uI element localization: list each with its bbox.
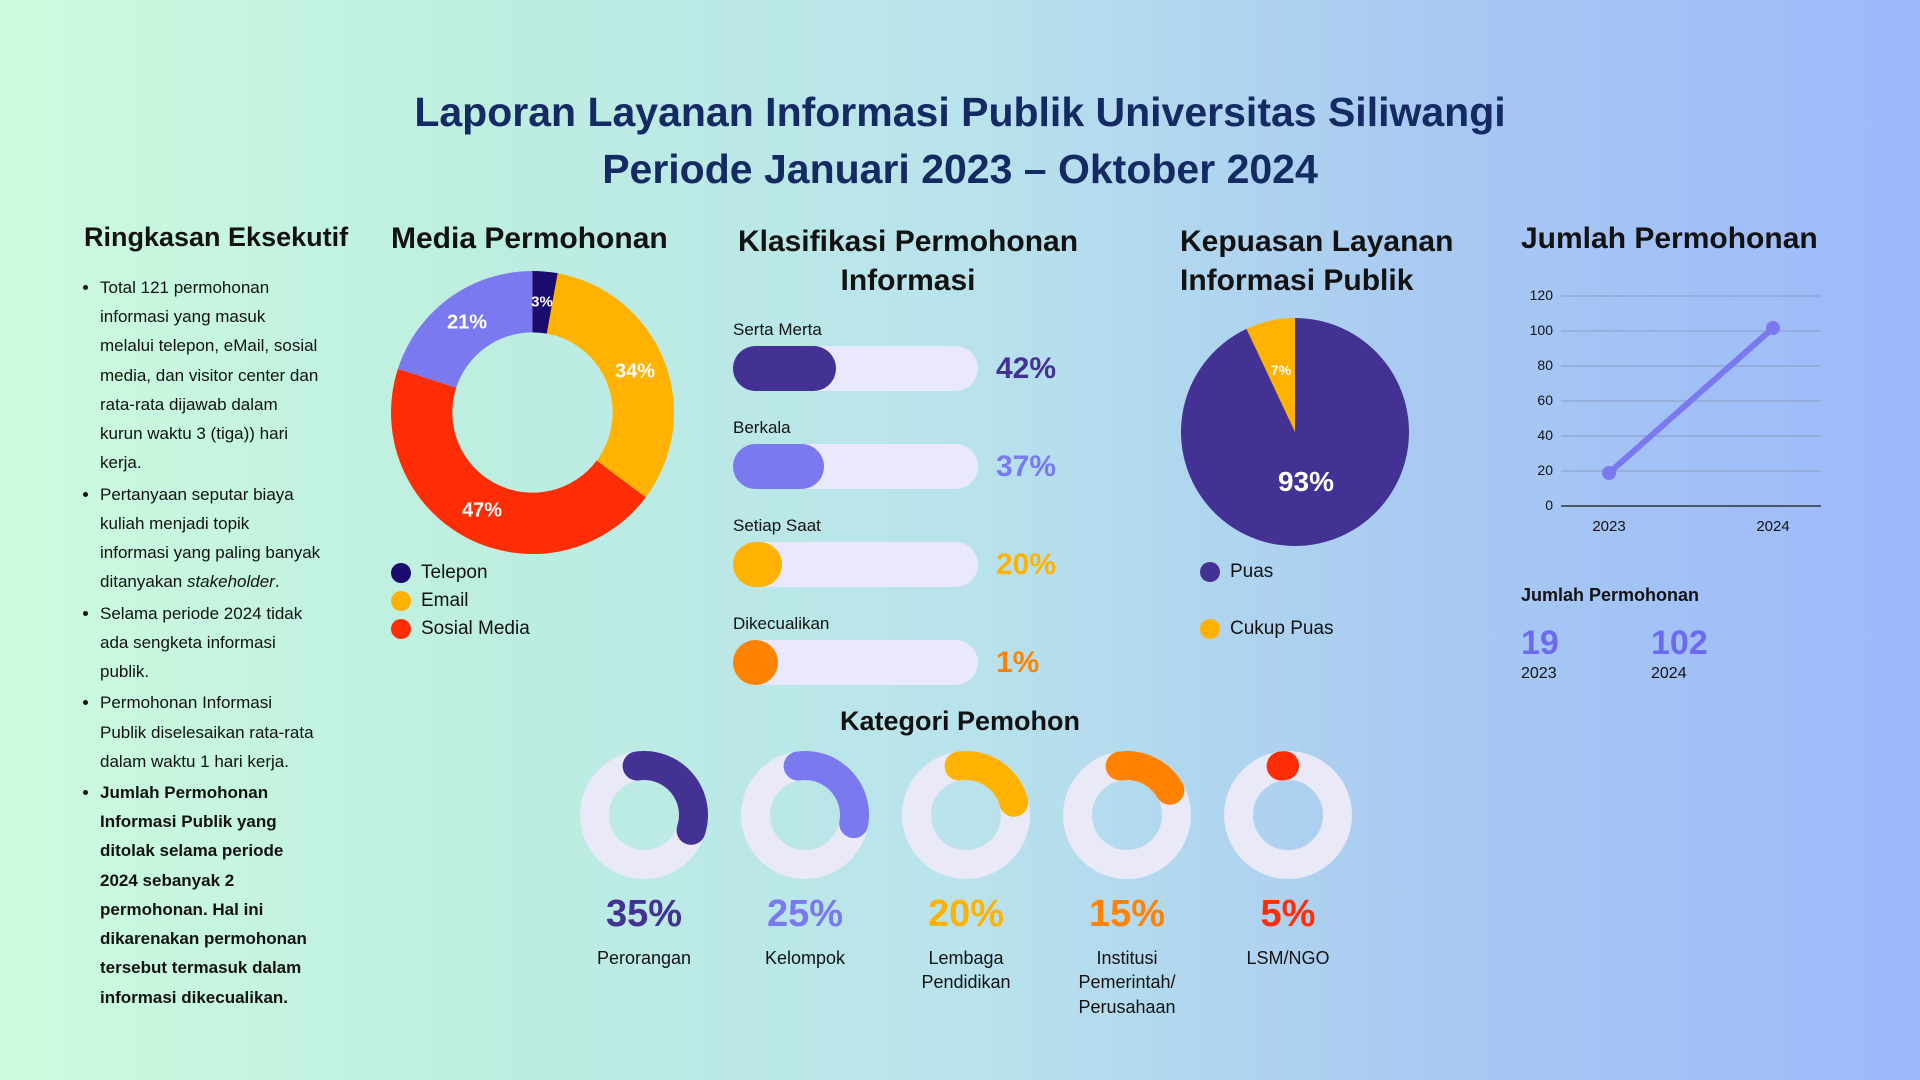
svg-text:20: 20 bbox=[1537, 462, 1553, 478]
svg-text:2023: 2023 bbox=[1592, 518, 1625, 535]
svg-text:80: 80 bbox=[1537, 357, 1553, 373]
svg-text:40: 40 bbox=[1537, 427, 1553, 443]
svg-text:0: 0 bbox=[1545, 497, 1553, 513]
svg-text:120: 120 bbox=[1530, 287, 1554, 303]
svg-text:60: 60 bbox=[1537, 392, 1553, 408]
svg-text:2024: 2024 bbox=[1756, 518, 1789, 535]
svg-text:100: 100 bbox=[1530, 322, 1554, 338]
